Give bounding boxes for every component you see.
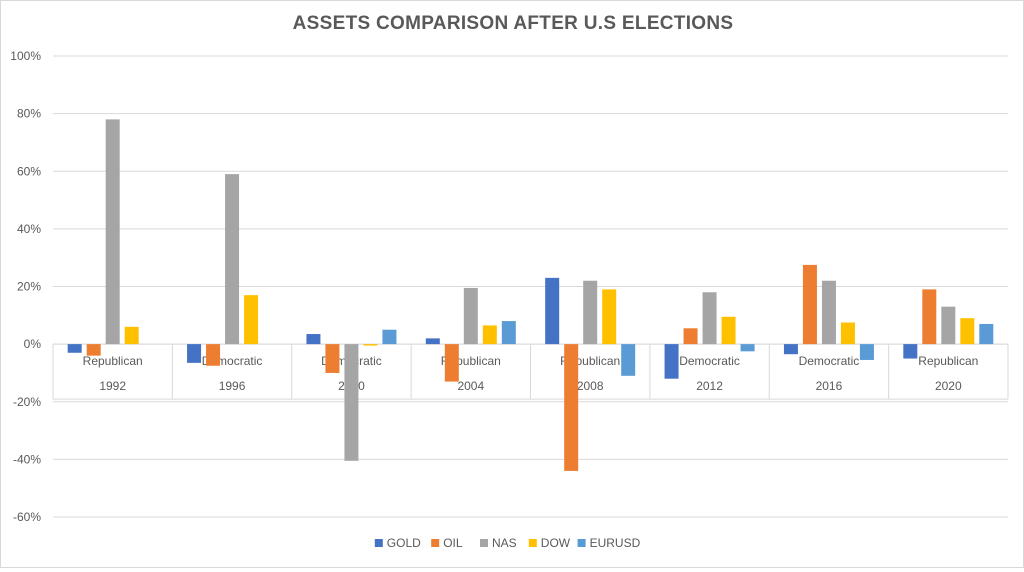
bar-eurusd — [382, 330, 396, 344]
category-year-label: 1996 — [219, 379, 246, 393]
bar-dow — [722, 317, 736, 344]
bar-oil — [803, 265, 817, 344]
legend-swatch-dow — [529, 539, 537, 547]
bar-eurusd — [741, 344, 755, 351]
y-tick-label: -60% — [13, 510, 41, 524]
bar-dow — [244, 295, 258, 344]
y-tick-label: 20% — [17, 280, 41, 294]
bar-dow — [363, 344, 377, 345]
bar-oil — [684, 328, 698, 344]
bar-nas — [225, 174, 239, 344]
bar-oil — [325, 344, 339, 373]
legend-label-oil: OIL — [443, 536, 463, 550]
bar-eurusd — [621, 344, 635, 376]
bar-eurusd — [502, 321, 516, 344]
y-tick-label: 80% — [17, 107, 41, 121]
bar-oil — [206, 344, 220, 366]
chart-frame: ASSETS COMPARISON AFTER U.S ELECTIONS 10… — [0, 0, 1024, 568]
legend: GOLD OIL NAS DOW EURUSD — [375, 536, 641, 550]
bar-gold — [665, 344, 679, 379]
bar-nas — [583, 281, 597, 344]
bar-nas — [464, 288, 478, 344]
bar-nas — [822, 281, 836, 344]
bar-nas — [106, 119, 120, 344]
bar-oil — [922, 289, 936, 344]
bar-dow — [483, 325, 497, 344]
bar-gold — [68, 344, 82, 353]
legend-swatch-nas — [480, 539, 488, 547]
category-year-label: 1992 — [99, 379, 126, 393]
category-party-label: Democratic — [679, 354, 740, 368]
bar-dow — [841, 323, 855, 345]
category-year-label: 2020 — [935, 379, 962, 393]
bar-eurusd — [979, 324, 993, 344]
bar-gold — [784, 344, 798, 354]
bars — [68, 119, 994, 471]
bar-eurusd — [860, 344, 874, 360]
y-tick-label: 0% — [24, 337, 42, 351]
legend-swatch-gold — [375, 539, 383, 547]
bar-gold — [306, 334, 320, 344]
bar-oil — [87, 344, 101, 356]
legend-label-nas: NAS — [492, 536, 517, 550]
bar-nas — [344, 344, 358, 461]
bar-nas — [703, 292, 717, 344]
legend-swatch-oil — [431, 539, 439, 547]
bar-dow — [960, 318, 974, 344]
y-tick-label: -20% — [13, 395, 41, 409]
bar-gold — [187, 344, 201, 363]
category-party-label: Republican — [918, 354, 978, 368]
category-year-label: 2016 — [816, 379, 843, 393]
bar-gold — [426, 338, 440, 344]
bar-dow — [602, 289, 616, 344]
y-tick-label: 100% — [10, 49, 41, 63]
category-year-label: 2004 — [457, 379, 484, 393]
y-tick-label: 60% — [17, 164, 41, 178]
legend-label-eurusd: EURUSD — [590, 536, 641, 550]
category-party-label: Republican — [83, 354, 143, 368]
y-tick-label: -40% — [13, 452, 41, 466]
category-year-label: 2012 — [696, 379, 723, 393]
bar-gold — [903, 344, 917, 358]
bar-gold — [545, 278, 559, 344]
legend-label-dow: DOW — [541, 536, 571, 550]
category-year-label: 2008 — [577, 379, 604, 393]
bar-oil — [445, 344, 459, 381]
y-tick-label: 40% — [17, 222, 41, 236]
legend-label-gold: GOLD — [387, 536, 421, 550]
category-party-label: Democratic — [799, 354, 860, 368]
gridlines — [53, 56, 1008, 517]
bar-oil — [564, 344, 578, 471]
bar-dow — [125, 327, 139, 344]
legend-swatch-eurusd — [578, 539, 586, 547]
bar-chart: 100% 80% 60% 40% 20% 0% -20% -40% -60% Republica… — [1, 1, 1023, 567]
bar-nas — [941, 307, 955, 344]
chart-title: ASSETS COMPARISON AFTER U.S ELECTIONS — [1, 13, 1024, 35]
